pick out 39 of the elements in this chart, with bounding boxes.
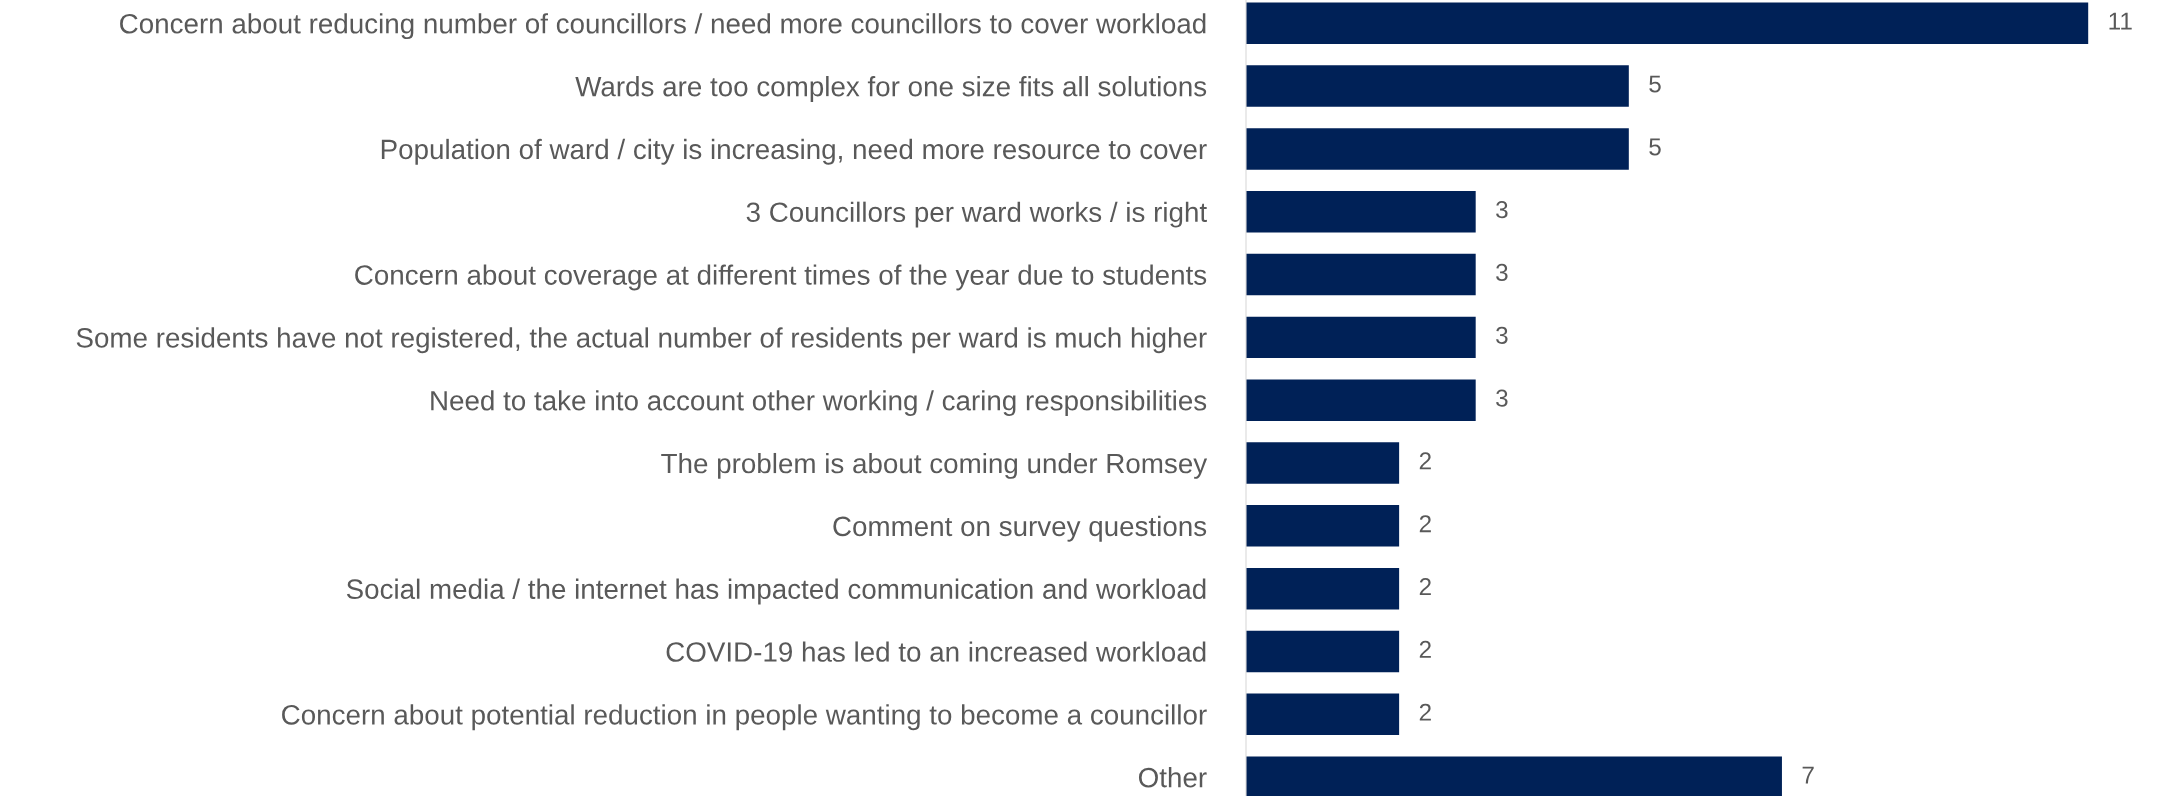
- data-label: 2: [1419, 515, 1431, 533]
- y-tick-label: Comment on survey questions: [833, 515, 1207, 542]
- data-label: 7: [1802, 766, 1814, 784]
- y-tick-label: Need to take into account other working / caring responsibilities: [431, 390, 1207, 417]
- data-label: 2: [1419, 452, 1431, 470]
- data-label: 3: [1496, 389, 1508, 407]
- y-tick-label: COVID-19 has led to an increased workload: [666, 641, 1206, 662]
- bar: [1246, 505, 1400, 547]
- y-tick-label: The problem is about coming under Romsey: [661, 452, 1208, 479]
- bar: [1246, 379, 1476, 421]
- y-tick-label: Concern about coverage at different times of the year due to students: [355, 264, 1207, 291]
- bar: [1246, 756, 1782, 796]
- bar: [1246, 567, 1400, 610]
- y-tick-label: Other: [1138, 767, 1207, 788]
- bar: [1246, 442, 1400, 484]
- bar: [1246, 630, 1400, 673]
- y-tick-label: Social media / the internet has impacted communication and workload: [346, 578, 1206, 605]
- y-tick-label: Wards are too complex for one size fits all solutions: [575, 76, 1207, 102]
- bar: [1246, 128, 1629, 170]
- data-label: 11: [2109, 12, 2132, 30]
- bar: [1246, 2, 2089, 44]
- bar: [1246, 693, 1400, 736]
- bar: [1246, 65, 1629, 107]
- data-label: 3: [1496, 326, 1508, 344]
- y-tick-label: Population of ward / city is increasing, need more resource to cover: [381, 138, 1207, 165]
- y-tick-label: Some residents have not registered, the actual number of residents per ward is much higher: [76, 327, 1207, 354]
- bar: [1246, 253, 1476, 296]
- bar: [1246, 190, 1476, 233]
- y-tick-label: Concern about reducing number of councillors / need more councillors to cover workload: [120, 13, 1206, 40]
- data-label: 2: [1419, 703, 1431, 721]
- data-label: 2: [1419, 577, 1431, 595]
- data-label: 3: [1496, 201, 1508, 219]
- bar: [1246, 316, 1476, 359]
- y-tick-label: 3 Councillors per ward works / is right: [746, 201, 1207, 228]
- data-label: 5: [1649, 138, 1661, 156]
- data-label: 2: [1419, 640, 1431, 658]
- data-label: 5: [1649, 75, 1661, 93]
- data-label: 3: [1496, 263, 1508, 282]
- y-tick-label: Concern about potential reduction in people wanting to become a councillor: [282, 704, 1207, 731]
